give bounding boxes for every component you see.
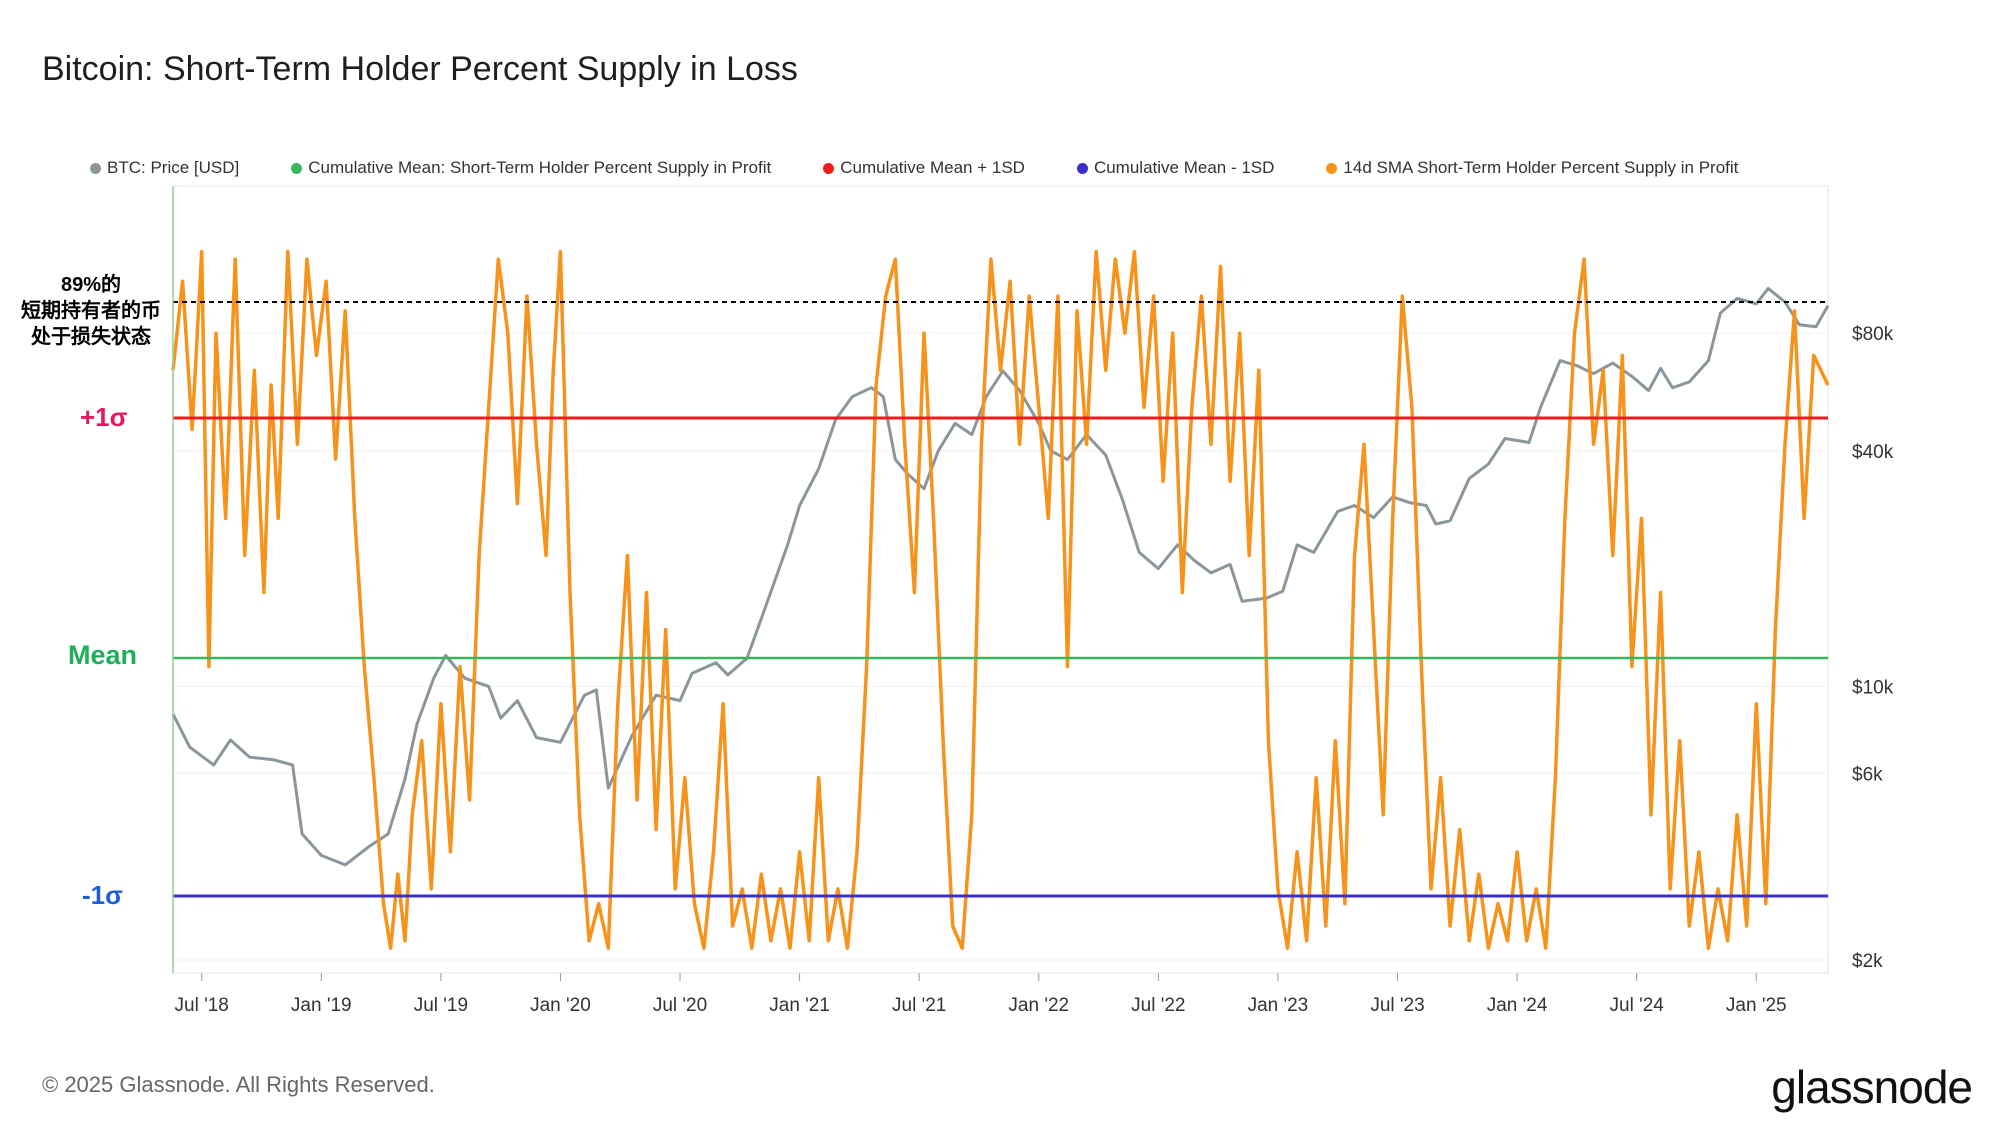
x-tick-label: Jul '23 — [1370, 995, 1424, 1016]
legend-item-btc-price[interactable]: BTC: Price [USD] — [90, 158, 239, 178]
chart-title: Bitcoin: Short-Term Holder Percent Suppl… — [42, 50, 798, 88]
legend-dot-icon — [1076, 162, 1088, 174]
y-tick-label: $6k — [1852, 764, 1883, 785]
legend-dot-icon — [291, 162, 303, 174]
y-tick-label: $10k — [1852, 677, 1894, 698]
minus-sigma-label: -1σ — [82, 880, 123, 910]
legend-item-mean-plus-1sd[interactable]: Cumulative Mean + 1SD — [823, 158, 1025, 178]
legend-item-mean-minus-1sd[interactable]: Cumulative Mean - 1SD — [1076, 158, 1275, 178]
x-tick-label: Jan '22 — [1008, 995, 1069, 1016]
x-tick-label: Jul '18 — [175, 995, 229, 1016]
x-tick-label: Jan '24 — [1487, 995, 1548, 1016]
legend-dot-icon — [823, 162, 835, 174]
chart-legend: BTC: Price [USD] Cumulative Mean: Short-… — [90, 158, 1738, 178]
x-tick-label: Jul '24 — [1610, 995, 1665, 1016]
mean-label: Mean — [68, 640, 138, 670]
legend-dot-icon — [1326, 162, 1338, 174]
threshold-annotation: 89%的 短期持有者的币 处于损失状态 — [21, 274, 161, 348]
x-tick-label: Jan '21 — [769, 995, 830, 1016]
plus-sigma-label: +1σ — [80, 402, 128, 432]
legend-dot-icon — [90, 162, 101, 174]
copyright-text: © 2025 Glassnode. All Rights Reserved. — [42, 1072, 435, 1097]
x-tick-label: Jul '20 — [653, 995, 707, 1016]
x-tick-label: Jan '23 — [1248, 995, 1309, 1016]
legend-label: Cumulative Mean - 1SD — [1093, 158, 1275, 177]
legend-label: Cumulative Mean: Short-Term Holder Perce… — [308, 158, 772, 177]
x-tick-label: Jan '25 — [1726, 995, 1787, 1016]
x-tick-label: Jul '19 — [414, 995, 468, 1016]
y-axis-right: $80k $40k $10k $6k $2k — [1852, 324, 1894, 972]
x-tick-label: Jul '22 — [1131, 995, 1185, 1016]
x-tick-label: Jul '21 — [892, 995, 946, 1016]
legend-label: BTC: Price [USD] — [107, 158, 240, 177]
grid-lines — [173, 332, 1828, 961]
glassnode-logo[interactable]: glassnode — [1771, 1061, 1973, 1113]
x-tick-label: Jan '20 — [530, 995, 591, 1016]
x-axis: Jul '18 Jan '19 Jul '19 Jan '20 Jul '20 Jan '… — [175, 973, 1787, 1016]
btc-price-line — [171, 286, 1830, 867]
legend-label: Cumulative Mean + 1SD — [840, 158, 1025, 177]
y-tick-label: $80k — [1852, 324, 1894, 345]
y-tick-label: $2k — [1852, 951, 1883, 972]
y-tick-label: $40k — [1852, 442, 1894, 463]
legend-item-14d-sma[interactable]: 14d SMA Short-Term Holder Percent Supply… — [1326, 158, 1738, 178]
legend-label: 14d SMA Short-Term Holder Percent Supply… — [1343, 158, 1739, 177]
sma-supply-line — [171, 249, 1830, 950]
legend-item-cumulative-mean[interactable]: Cumulative Mean: Short-Term Holder Perce… — [291, 158, 771, 178]
x-tick-label: Jan '19 — [291, 995, 352, 1016]
